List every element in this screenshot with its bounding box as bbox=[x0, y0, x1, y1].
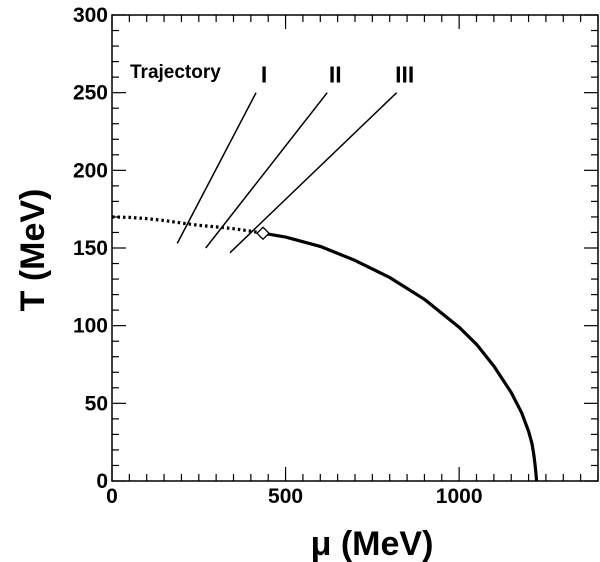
trajectory-label-i: I bbox=[261, 62, 267, 88]
x-axis-label: μ (MeV) bbox=[311, 525, 434, 562]
trajectory-line-ii bbox=[205, 92, 328, 249]
y-tick-label: 0 bbox=[96, 470, 108, 493]
trajectory-label-ii: II bbox=[329, 62, 342, 88]
first-order-transition-line bbox=[262, 231, 539, 482]
x-tick-label: 500 bbox=[268, 485, 303, 508]
y-tick-label: 200 bbox=[73, 159, 108, 182]
x-tick-label: 0 bbox=[106, 485, 118, 508]
y-axis-label: T (MeV) bbox=[14, 189, 52, 312]
y-tick-label: 150 bbox=[73, 237, 108, 260]
trajectory-label-iii: III bbox=[395, 62, 414, 88]
critical-point-marker bbox=[256, 226, 270, 241]
y-tick-label: 250 bbox=[73, 82, 108, 105]
trajectory-line-i bbox=[176, 92, 257, 244]
trajectory-line-iii bbox=[229, 92, 398, 254]
y-tick-label: 100 bbox=[73, 315, 108, 338]
crossover-curve-dotted bbox=[111, 215, 264, 235]
y-tick-label: 300 bbox=[73, 4, 108, 27]
x-tick-label: 1000 bbox=[436, 485, 483, 508]
trajectory-annotation: Trajectory bbox=[130, 62, 221, 83]
y-tick-label: 50 bbox=[85, 392, 108, 415]
